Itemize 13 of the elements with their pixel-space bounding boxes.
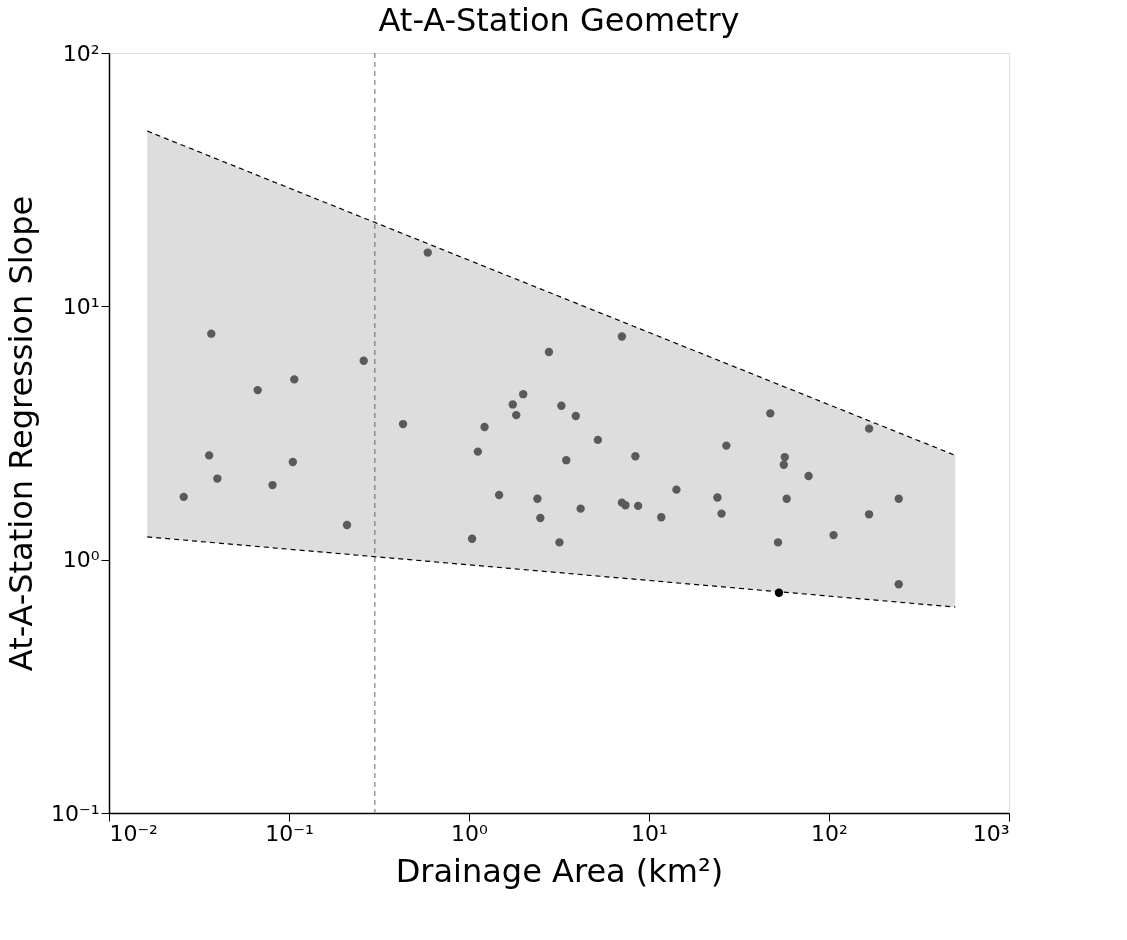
x-tick-label: 10³ xyxy=(972,820,1010,846)
y-tick-label: 10² xyxy=(62,40,100,66)
chart-title: At-A-Station Geometry xyxy=(378,1,740,39)
x-tick-label: 10¹ xyxy=(631,820,668,846)
x-tick-label: 10⁰ xyxy=(451,820,489,846)
y-tick-label: 10¹ xyxy=(62,293,100,319)
x-tick-label: 10⁻¹ xyxy=(265,820,314,846)
x-tick-label: 10⁻² xyxy=(109,820,158,846)
y-axis-title: At-A-Station Regression Slope xyxy=(2,195,41,672)
x-tick-label: 10² xyxy=(811,820,848,846)
x-axis-title: Drainage Area (km²) xyxy=(395,851,724,890)
y-tick-label: 10⁰ xyxy=(62,547,100,573)
y-tick-label: 10⁻¹ xyxy=(51,800,100,826)
